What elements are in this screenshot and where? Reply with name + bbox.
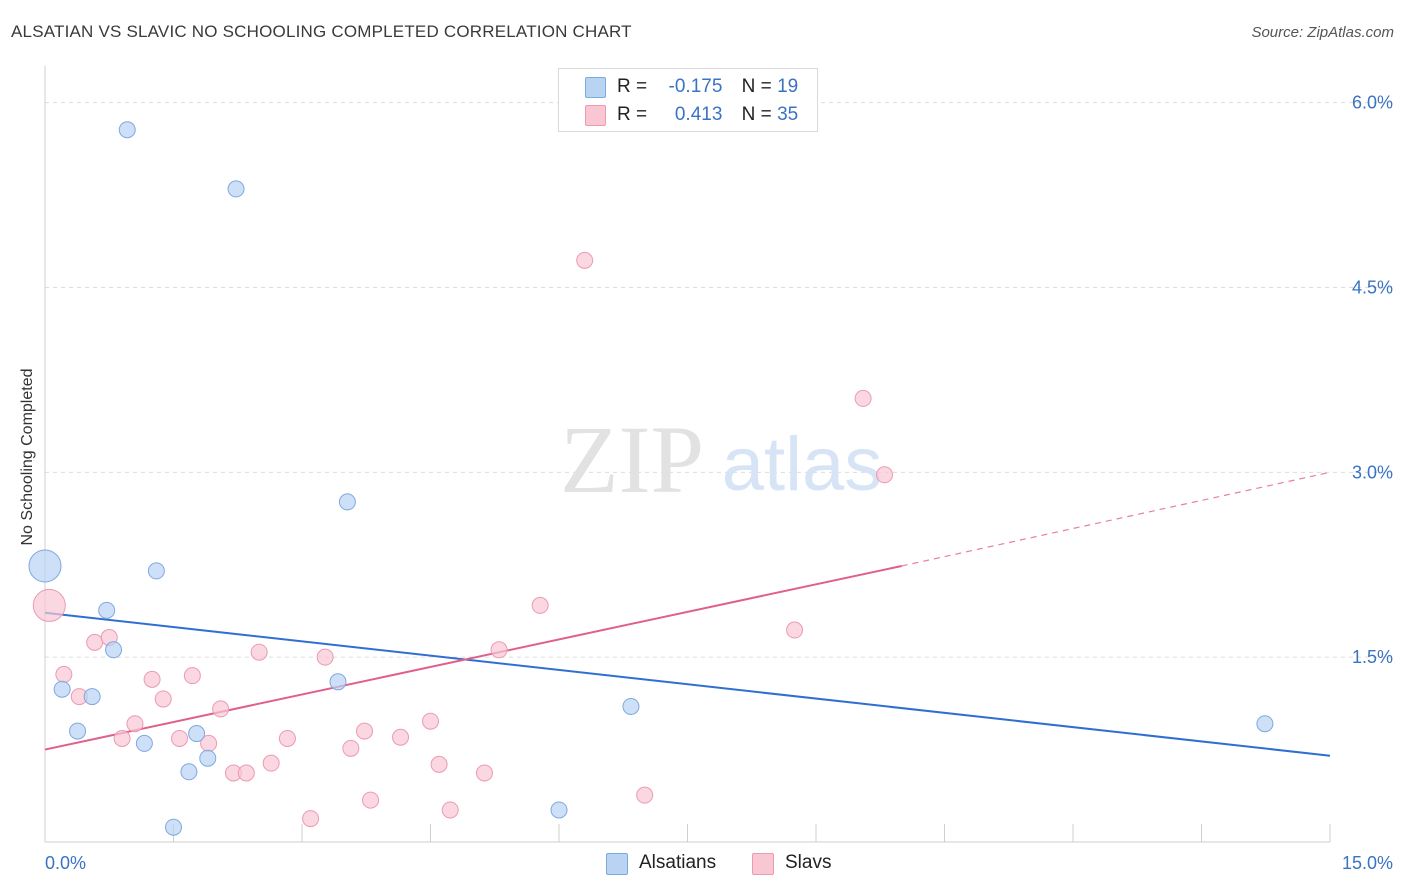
point-slavs	[441, 801, 459, 819]
y-tick-label: 6.0%	[1352, 93, 1393, 113]
legend-label-alsatians: Alsatians	[639, 852, 717, 873]
legend-r-value: -0.175	[668, 76, 723, 97]
legend-r-value: 0.413	[674, 104, 723, 125]
trend-line-alsatians	[44, 611, 1331, 757]
point-alsatians	[227, 180, 245, 198]
y-tick-label: 4.5%	[1352, 277, 1393, 297]
point-alsatians	[180, 763, 198, 781]
gridlines	[45, 102, 1392, 658]
point-slavs	[32, 588, 66, 622]
point-alsatians	[550, 801, 568, 819]
trend-lines	[44, 471, 1331, 757]
y-tick-label: 1.5%	[1352, 647, 1393, 667]
point-slavs	[278, 729, 296, 747]
x-tick-label: 15.0%	[1342, 853, 1393, 873]
x-tick-label: 0.0%	[45, 853, 86, 873]
point-slavs	[212, 700, 230, 718]
point-alsatians	[28, 549, 62, 583]
legend-swatch-blue	[585, 77, 606, 98]
data-points	[28, 121, 1274, 836]
watermark-zip: ZIP	[560, 406, 704, 513]
point-slavs	[531, 596, 549, 614]
trend-line-slavs-extension	[901, 471, 1331, 567]
point-slavs	[55, 665, 73, 683]
point-slavs	[250, 643, 268, 661]
axes	[44, 66, 1331, 843]
point-alsatians	[53, 680, 71, 698]
point-slavs	[636, 786, 654, 804]
source-label: Source: ZipAtlas.com	[1251, 24, 1394, 41]
point-slavs	[854, 389, 872, 407]
point-slavs	[262, 754, 280, 772]
point-alsatians	[69, 722, 87, 740]
point-alsatians	[118, 121, 136, 139]
point-alsatians	[98, 601, 116, 619]
point-slavs	[876, 466, 894, 484]
point-slavs	[576, 251, 594, 269]
point-slavs	[316, 648, 334, 666]
point-alsatians	[135, 734, 153, 752]
point-alsatians	[1256, 715, 1274, 733]
point-slavs	[490, 641, 508, 659]
point-slavs	[86, 633, 104, 651]
trend-line-slavs	[44, 564, 902, 751]
legend-label-slavs: Slavs	[785, 852, 832, 873]
point-slavs	[392, 728, 410, 746]
legend-swatch-blue	[606, 853, 628, 875]
point-slavs	[422, 712, 439, 730]
point-alsatians	[147, 562, 165, 580]
point-alsatians	[338, 493, 356, 511]
point-slavs	[786, 621, 804, 639]
point-alsatians	[199, 749, 217, 767]
point-alsatians	[165, 818, 182, 836]
point-slavs	[362, 791, 380, 809]
point-slavs	[356, 722, 374, 740]
legend-n-label: N =	[741, 76, 772, 97]
point-alsatians	[105, 641, 123, 659]
point-alsatians	[329, 673, 347, 691]
point-slavs	[126, 715, 144, 733]
legend-r-label: R =	[617, 104, 648, 125]
point-slavs	[342, 739, 360, 757]
point-slavs	[475, 764, 493, 782]
chart-title: ALSATIAN VS SLAVIC NO SCHOOLING COMPLETE…	[11, 22, 632, 41]
watermark: ZIP atlas	[560, 406, 882, 513]
point-slavs	[170, 729, 188, 747]
legend-n-value: 35	[777, 104, 799, 125]
legend-swatch-pink	[585, 105, 606, 126]
point-slavs	[154, 690, 172, 708]
legend-r-label: R =	[617, 76, 648, 97]
y-tick-label: 3.0%	[1352, 462, 1393, 482]
stats-legend: R = -0.175 N = 19 R = 0.413 N = 35	[558, 68, 818, 132]
point-alsatians	[83, 688, 101, 706]
tick-labels: 1.5% 3.0% 4.5% 6.0% 0.0% 15.0%	[45, 93, 1393, 873]
point-slavs	[237, 764, 255, 782]
point-slavs	[302, 810, 320, 828]
point-alsatians	[188, 725, 206, 743]
legend-n-value: 19	[777, 76, 799, 97]
legend-n-label: N =	[741, 104, 772, 125]
point-slavs	[183, 667, 201, 685]
point-slavs	[143, 670, 161, 688]
point-alsatians	[622, 697, 640, 715]
point-slavs	[430, 755, 448, 773]
legend-swatch-pink	[752, 853, 774, 875]
watermark-atlas: atlas	[722, 422, 883, 507]
point-slavs	[113, 729, 131, 747]
